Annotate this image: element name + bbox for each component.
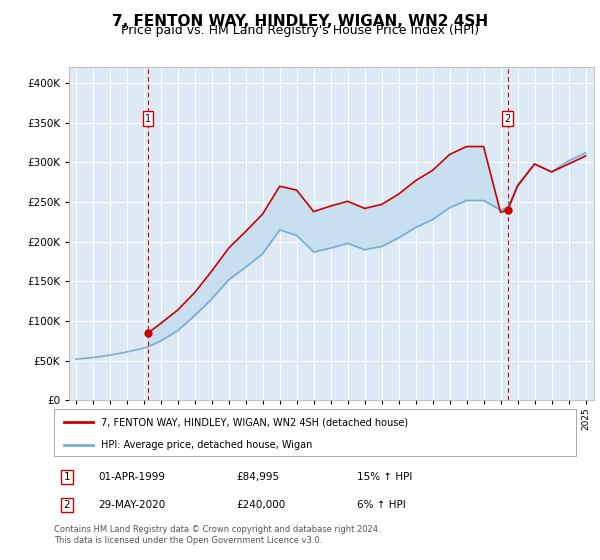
Text: 2: 2 (64, 500, 70, 510)
Text: Price paid vs. HM Land Registry's House Price Index (HPI): Price paid vs. HM Land Registry's House … (121, 24, 479, 37)
Text: 15% ↑ HPI: 15% ↑ HPI (357, 472, 412, 482)
Text: 6% ↑ HPI: 6% ↑ HPI (357, 500, 406, 510)
Text: 7, FENTON WAY, HINDLEY, WIGAN, WN2 4SH (detached house): 7, FENTON WAY, HINDLEY, WIGAN, WN2 4SH (… (101, 417, 408, 427)
Text: 1: 1 (64, 472, 70, 482)
Text: £240,000: £240,000 (236, 500, 286, 510)
Text: 1: 1 (145, 114, 151, 124)
Text: Contains HM Land Registry data © Crown copyright and database right 2024.
This d: Contains HM Land Registry data © Crown c… (54, 525, 380, 545)
Text: 7, FENTON WAY, HINDLEY, WIGAN, WN2 4SH: 7, FENTON WAY, HINDLEY, WIGAN, WN2 4SH (112, 14, 488, 29)
Text: £84,995: £84,995 (236, 472, 280, 482)
Text: 2: 2 (505, 114, 511, 124)
Text: 01-APR-1999: 01-APR-1999 (98, 472, 166, 482)
Text: 29-MAY-2020: 29-MAY-2020 (98, 500, 166, 510)
Text: HPI: Average price, detached house, Wigan: HPI: Average price, detached house, Wiga… (101, 440, 313, 450)
